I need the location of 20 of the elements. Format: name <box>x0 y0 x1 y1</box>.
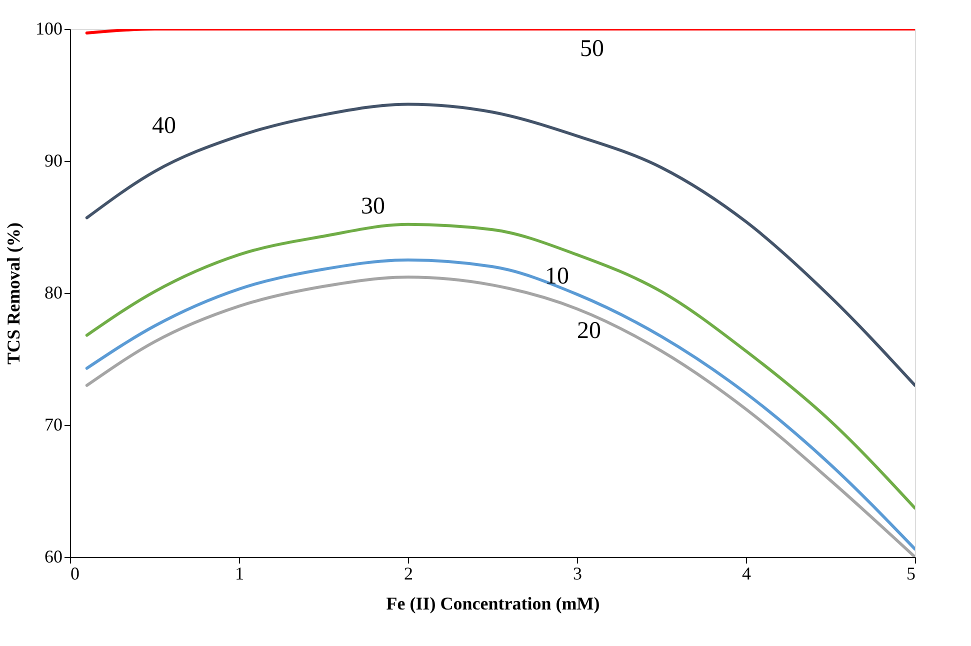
x-tick-label: 1 <box>235 564 244 584</box>
series-label: 50 <box>580 36 604 62</box>
x-tick-label: 2 <box>404 564 413 584</box>
y-tick-label: 80 <box>44 282 62 302</box>
series-label: 10 <box>545 263 569 290</box>
y-tick-label: 60 <box>44 546 62 566</box>
line-series <box>85 222 915 510</box>
x-tick-label: 4 <box>742 564 751 584</box>
line-series <box>85 102 915 387</box>
y-tick-label: 90 <box>44 150 62 170</box>
x-tick-label: 0 <box>70 564 80 584</box>
series-label: 40 <box>152 112 176 139</box>
x-tick-label: 5 <box>906 564 916 584</box>
y-axis-title: TCS Removal (%) <box>4 222 24 364</box>
series-label: 20 <box>577 318 601 344</box>
y-tick-label: 70 <box>44 414 62 434</box>
x-tick-label: 3 <box>573 564 582 584</box>
series-label: 30 <box>361 193 385 220</box>
y-tick-label: 100 <box>36 18 62 38</box>
x-axis-title: Fe (II) Concentration (mM) <box>386 594 600 614</box>
